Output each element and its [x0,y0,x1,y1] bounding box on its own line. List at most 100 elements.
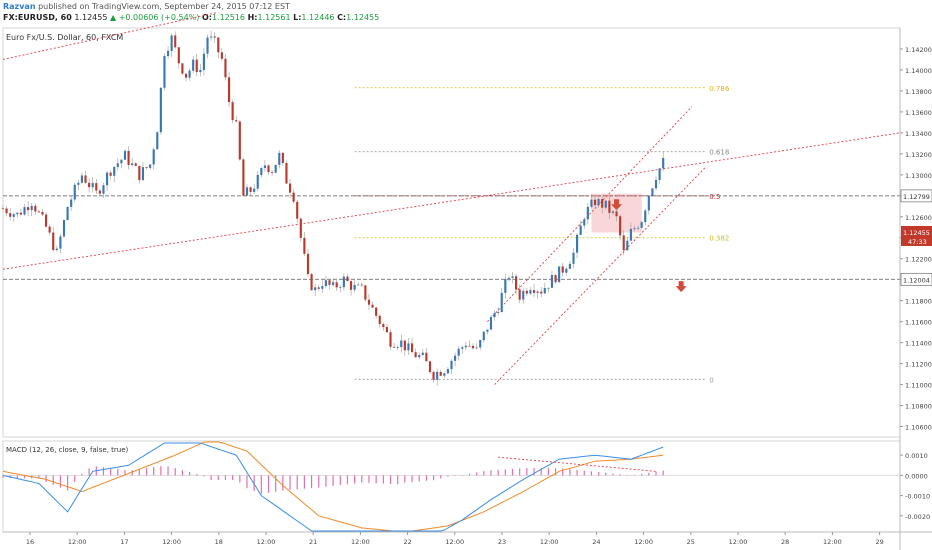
macd-histogram-bar [354,475,356,484]
macd-histogram-bar [389,475,392,484]
trendline-line [2,132,901,270]
candle-down [98,190,101,194]
macd-histogram-bar [145,468,148,476]
macd-histogram-bar [526,468,528,476]
candle-up [342,276,345,288]
macd-histogram-bar [662,470,664,476]
candle-up [260,168,263,175]
macd-histogram-bar [153,467,155,476]
fib-level-label: 0.382 [709,235,729,243]
price-tick-label: 1.11000 [905,382,932,390]
macd-histogram-bar [110,468,112,476]
candle-up [658,168,661,180]
candle-down [145,167,148,168]
candle-up [77,182,80,185]
candle-up [170,35,173,51]
candle-down [561,266,564,273]
candle-up [156,132,159,150]
macd-histogram-bar [303,475,305,489]
macd-histogram-bar [224,475,227,480]
price-tick-label: 1.10800 [905,403,932,411]
candle-up [202,53,206,70]
candle-down [27,207,30,211]
macd-histogram-bar [447,475,449,477]
price-tick-label: 1.11600 [905,319,932,327]
candle-up [482,331,485,341]
candle-down [235,120,238,122]
price-pane[interactable]: Euro Fx/U.S. Dollar, 60, FXCM 0.786 0.618 0… [1,11,901,438]
candle-up [489,317,493,330]
candle-down [335,282,338,288]
candle-down [382,324,385,328]
macd-histogram-bar [267,475,270,493]
candle-up [166,50,170,56]
candle-up [507,277,510,280]
candle-up [626,240,629,251]
publish-info: Razvan published on TradingView.com, Sep… [3,2,290,11]
price-tick-label: 1.11800 [905,298,932,306]
macd-histogram-bar [511,468,514,476]
macd-histogram-bar [325,475,327,487]
author-name[interactable]: Razvan [3,2,36,11]
candle-up [105,172,109,186]
candle-up [66,206,69,221]
fib-level-label: 0.618 [709,149,729,157]
candle-up [62,220,66,237]
macd-histogram-bar [16,475,18,479]
fib-level-label: 0.5 [709,193,720,201]
macd-histogram-bar [196,473,198,476]
macd-histogram-bar [468,473,471,476]
candle-up [206,37,209,54]
candle-down [615,211,618,217]
candle-up [454,355,457,361]
candle-up [59,236,62,249]
macd-histogram-bar [124,470,126,476]
macd-histogram-bar [160,466,162,476]
candle-up [256,174,259,189]
candle-down [414,352,417,358]
time-tick-label: 28 [781,538,789,546]
macd-histogram-bar [81,473,83,476]
candle-up [464,345,467,348]
macd-pane-title: MACD (12, 26, close, 9, false, true) [6,446,129,454]
candle-down [242,159,245,196]
candle-up [321,286,324,289]
price-tick-label: 1.12200 [905,256,932,264]
candle-up [633,228,636,230]
candle-up [16,212,19,215]
macd-tick-label: -0.0020 [905,513,930,521]
candle-down [1,208,5,210]
candle-up [611,211,615,213]
candle-up [400,340,403,348]
price-tick-label: 1.14000 [905,67,932,75]
last-price: 1.12455 [74,13,108,22]
macd-tick-label: 0.0010 [905,452,928,460]
macd-histogram-bar [310,475,313,489]
time-tick-label: 12:00 [162,538,181,546]
candle-up [583,219,586,226]
low-key: L: [293,13,302,22]
candle-up [70,199,73,207]
macd-tick-label: -0.0010 [905,493,930,501]
candle-down [249,187,252,192]
arrow-down-icon [675,281,687,293]
candle-down [267,165,270,173]
candle-down [554,275,557,283]
candle-down [288,183,292,193]
candle-up [113,166,116,176]
price-marker-badge [901,225,932,246]
macd-histogram-bar [66,475,69,491]
candle-up [479,340,482,348]
macd-histogram-bar [52,475,54,485]
macd-histogram-bar [59,475,62,488]
macd-histogram-bar [540,468,542,476]
candle-down [367,299,371,305]
macd-pane[interactable]: MACD (12, 26, close, 9, false, true) [2,440,901,533]
macd-histogram-bar [246,475,248,489]
time-tick-label: 12:00 [445,538,464,546]
macd-histogram-bar [45,475,47,483]
macd-histogram-bar [598,472,600,476]
time-tick-label: 12:00 [540,538,559,546]
candle-up [274,164,277,173]
